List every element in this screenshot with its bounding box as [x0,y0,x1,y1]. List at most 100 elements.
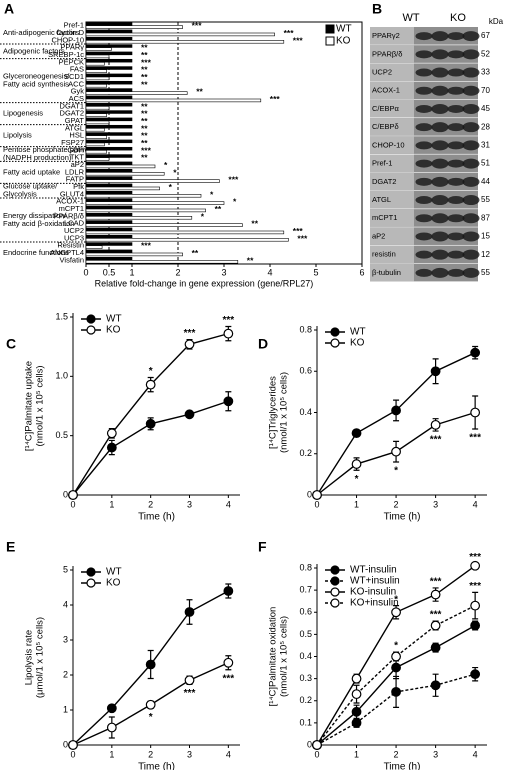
group-label: Endocrine functions [3,248,69,257]
bar [85,146,133,151]
gene-label: GPAT [65,116,85,125]
legend-label: WT [106,567,122,578]
gene-label: LCAD [64,219,85,228]
bar [85,91,188,95]
x-tick-label: 1 [354,499,359,509]
significance: ** [141,50,148,60]
group-label: Glucose uptake/ [3,182,58,191]
y-tick-label: 0 [307,739,312,749]
blot-kda: 45 [481,104,490,113]
y-axis-label: [¹⁴C]Palmitate oxidation [268,607,279,707]
significance: *** [293,226,304,236]
blot-band [462,140,480,151]
legend-marker [86,567,96,577]
legend-label: KO [336,36,351,47]
blot-label-bg [370,172,414,191]
data-point [391,662,401,673]
significance: ** [196,87,203,97]
significance: *** [270,94,281,104]
data-point [106,703,117,714]
data-point [184,675,195,686]
bar [85,249,133,254]
significance: *** [469,433,481,444]
bar [85,102,133,107]
legend-label: KO-insulin [350,587,396,598]
data-point [223,328,234,339]
blot-kda: 55 [481,268,490,277]
blot-label-bg [370,81,414,100]
x-tick-label: 0.5 [103,267,116,277]
data-point [351,673,362,684]
significance: *** [184,328,196,339]
gene-label: PEPCK [59,57,84,66]
x-tick-label: 4 [473,749,478,759]
significance: * [201,211,205,221]
gene-label: ANGPTL4 [50,248,84,257]
blot-band [431,85,449,96]
y-tick-label: 0.4 [299,651,312,661]
significance: *** [430,577,442,588]
significance: *** [192,21,203,31]
blot-kda: 33 [481,68,490,77]
bar [85,154,133,158]
group-label: Energy dissipation/ [3,211,67,220]
blot-band [447,86,465,95]
x-tick-label: 0 [83,267,88,277]
data-point [391,446,401,457]
group-label: (NADPH production) [3,153,72,162]
bar [85,113,108,117]
blot-protein: Pref-1 [372,159,392,168]
gene-label: Pref-1 [64,21,84,30]
x-tick-label: 3 [221,267,226,277]
y-tick-label: 1.0 [55,371,68,381]
blot-band [447,159,465,168]
data-point [312,490,322,500]
panel-letter: A [4,1,14,17]
legend-label: KO [106,325,121,336]
significance: ** [141,43,148,53]
blot-band [447,68,465,77]
gene-label: LDLR [65,167,85,176]
blot-label-bg [370,209,414,227]
significance: ** [192,248,199,258]
blot-label-bg [370,245,414,264]
x-tick-label: 2 [175,267,180,277]
group-label: Fatty acid β-oxidation [3,219,74,228]
y-tick-label: 0.7 [299,585,312,595]
bar [85,32,275,37]
group-label: Glyceroneogenesis/ [3,72,70,81]
blot-band [447,250,465,259]
data-point [145,699,156,710]
significance: * [164,160,168,170]
bar [85,223,243,227]
group-label: Lipolysis [3,131,32,140]
bar [85,62,105,66]
significance: ** [141,138,148,148]
gene-label: DGAT2 [60,109,84,118]
blot-band [415,250,433,259]
bar [85,132,133,136]
blot-band [462,231,480,242]
y-tick-label: 3 [63,634,68,644]
significance: ** [251,219,258,229]
gene-label: ACC [68,79,84,88]
x-tick-label: 1 [354,749,359,759]
panel-letter: B [372,1,382,17]
y-tick-label: 0.6 [299,607,312,617]
blot-kda: 87 [481,213,490,222]
legend-marker [330,338,340,348]
panel-letter: C [6,336,16,352]
bar [85,110,133,114]
gene-label: ACOX-1 [56,197,84,206]
legend-label: WT-insulin [350,565,397,576]
bar [85,44,133,48]
blot-label-bg [370,154,414,173]
blot-band [431,67,449,78]
significance: * [394,594,398,605]
blot-label-bg [370,63,414,82]
group-label: Fatty acid synthesis [3,80,69,89]
bar [85,190,133,195]
legend-swatch [325,24,335,34]
blot-kda: 44 [481,177,490,186]
x-axis-label: Relative fold-change in gene expression … [95,278,314,288]
